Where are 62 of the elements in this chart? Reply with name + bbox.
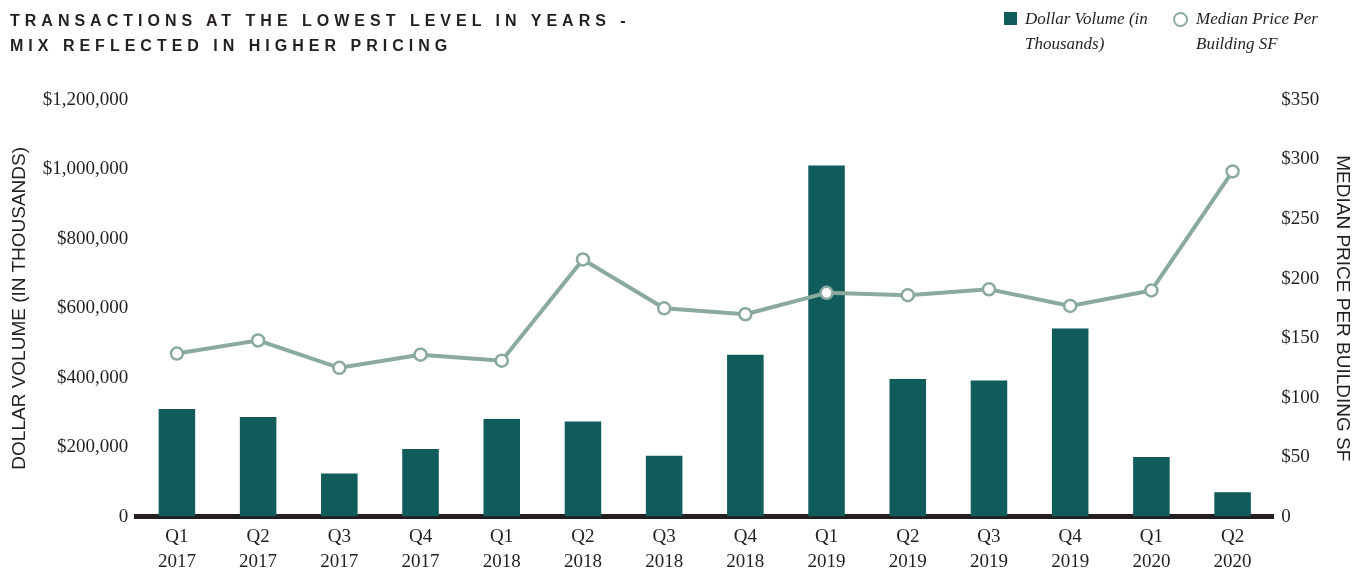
point [1062,298,1078,314]
x-tick-label: Q1 2018 [482,524,521,571]
x-tick-label: Q2 2018 [563,524,602,571]
x-tick-label: Q3 2017 [320,524,359,571]
x-tick-label: Q1 2019 [807,524,846,571]
point [575,252,591,267]
y-tick-label: $200,000 [57,435,129,457]
y2-axis-title: MEDIAN PRICE PER BUILDING SF [1333,155,1355,462]
y2-tick-label: $200 [1281,266,1320,288]
bar [727,354,764,517]
x-tick-label: Q4 2018 [726,524,765,571]
x-tick-label: Q2 2017 [239,524,278,571]
x-tick-label: Q2 2019 [888,524,927,571]
bar [970,380,1008,517]
legend-label: Median Price Per Building SF [1196,8,1319,55]
y-tick-label: $1,200,000 [42,87,129,109]
y-tick-label: $400,000 [57,365,129,387]
x-tick-label: Q3 2018 [645,524,684,571]
y2-tick-label: 0 [1281,504,1291,526]
point [332,360,347,376]
y2-tick-label: $150 [1281,326,1320,348]
point [250,333,266,348]
point [1144,283,1159,298]
x-tick-label: Q1 2017 [157,524,196,571]
y-axis-title: DOLLAR VOLUME (IN THOUSANDS) [7,146,29,470]
y2-tick-label: $250 [1281,207,1320,229]
bar [808,165,845,517]
y-tick-label: $1,000,000 [42,157,129,179]
bar [402,448,439,517]
legend-label: Dollar Volume (in Thousands) [1025,8,1149,55]
y2-tick-label: $300 [1281,147,1320,169]
point [1225,164,1240,179]
bar [1051,328,1089,517]
bar [1133,456,1170,517]
point [656,301,672,316]
x-tick-label: Q1 2020 [1132,524,1171,571]
x-tick-label: Q4 2017 [401,524,440,571]
bar [321,473,358,517]
x-tick-label: Q3 2019 [969,524,1008,571]
chart-title: TRANSACTIONS AT THE LOWEST LEVEL IN YEARS - MIX REFLECTED IN HIGHER PRICING [10,11,632,56]
bar [1214,492,1251,517]
y2-tick-label: $50 [1281,445,1310,467]
bar [645,455,683,517]
bar [158,408,196,517]
bar [483,419,520,517]
y-tick-label: $600,000 [57,296,129,318]
point [981,282,997,297]
x-tick-label: Q2 2020 [1213,524,1252,571]
point [413,347,428,362]
x-tick-label: Q4 2019 [1051,524,1090,571]
y-tick-label: 0 [118,504,129,526]
point [169,346,185,361]
bar [239,416,277,517]
y-tick-label: $800,000 [57,226,129,248]
y2-tick-label: $100 [1281,385,1320,407]
point [900,287,916,303]
y2-tick-label: $350 [1281,87,1320,109]
point [738,307,753,322]
bar [564,421,602,517]
bar [889,379,927,517]
point [494,353,509,368]
point [819,285,834,301]
